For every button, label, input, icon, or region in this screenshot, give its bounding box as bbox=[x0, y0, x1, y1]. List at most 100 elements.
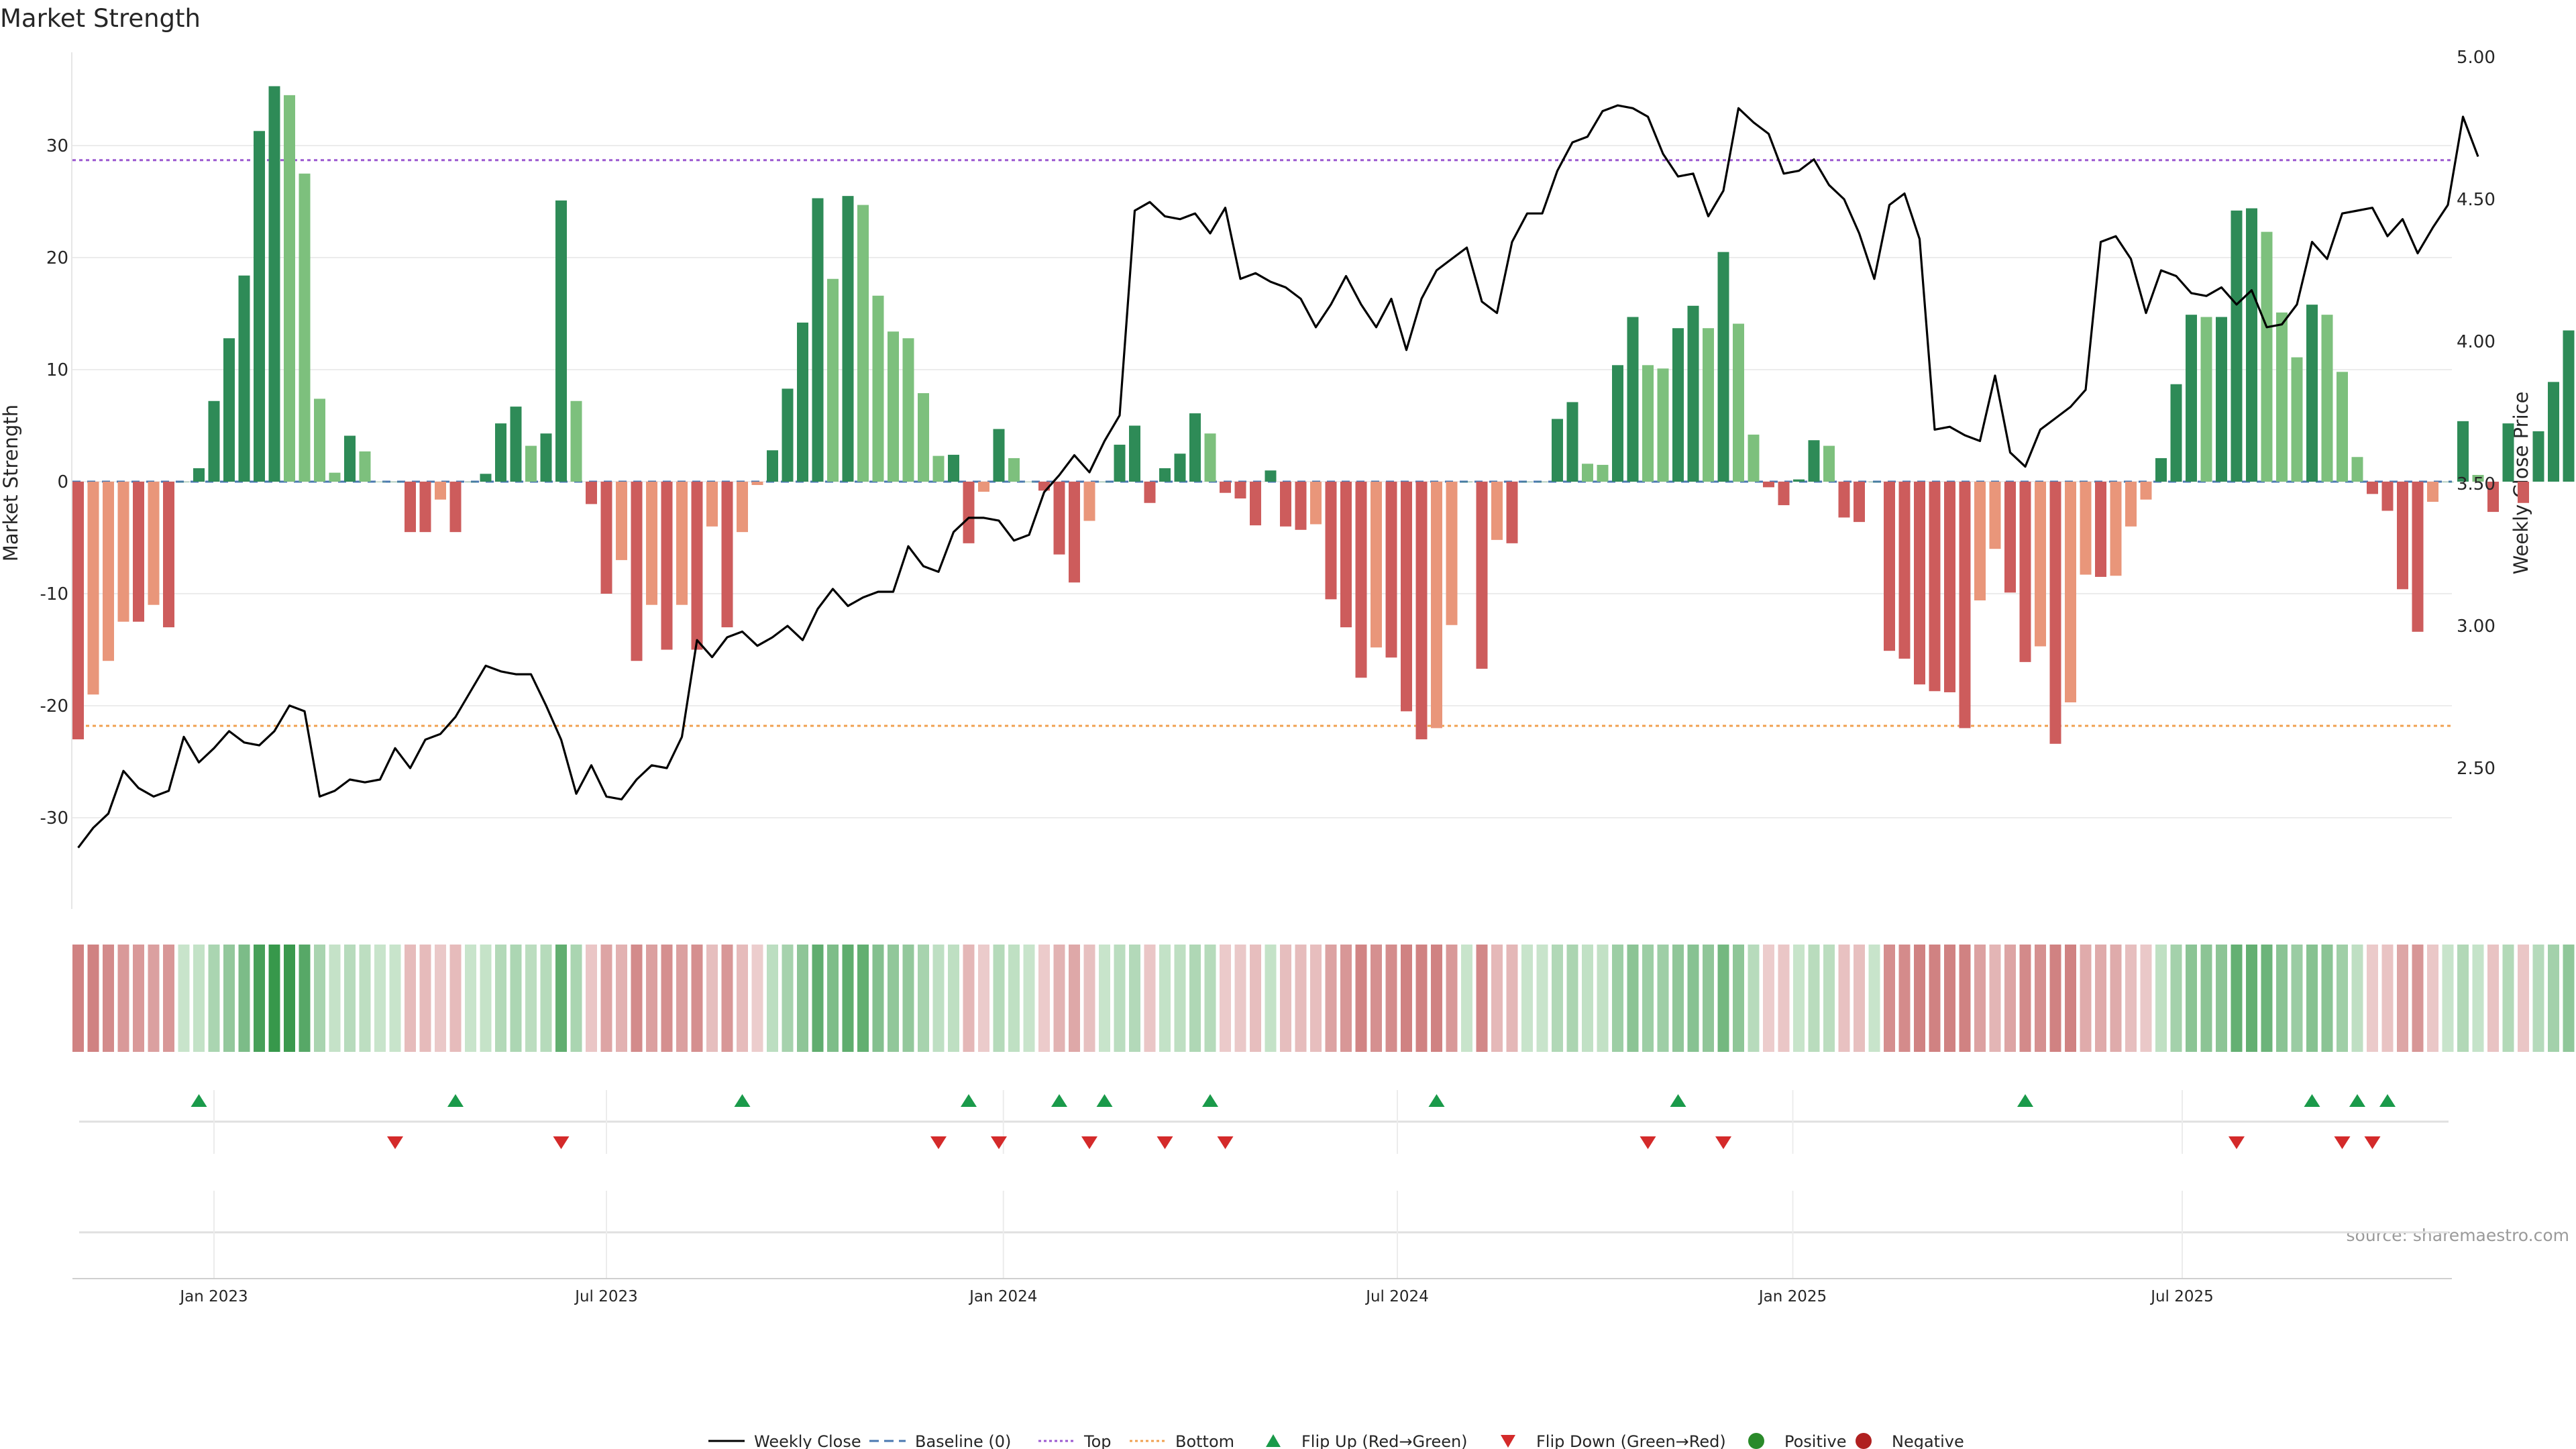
heat-cell bbox=[525, 945, 537, 1052]
heat-cell bbox=[1929, 945, 1941, 1052]
strength-bar bbox=[1657, 368, 1669, 482]
strength-bar bbox=[1053, 482, 1065, 555]
strength-bar bbox=[1597, 464, 1609, 482]
heat-cell bbox=[1566, 945, 1578, 1052]
strength-bar bbox=[2231, 210, 2243, 482]
heat-cell bbox=[1234, 945, 1246, 1052]
strength-bar bbox=[1763, 482, 1774, 488]
y-tick-label: -30 bbox=[40, 808, 68, 828]
strength-bar bbox=[2518, 482, 2529, 503]
strength-bar bbox=[2170, 384, 2182, 482]
heat-cell bbox=[540, 945, 552, 1052]
heat-cell bbox=[495, 945, 506, 1052]
heat-cell bbox=[1687, 945, 1699, 1052]
heat-cell bbox=[1717, 945, 1729, 1052]
strength-bar bbox=[2306, 305, 2318, 482]
strength-bar bbox=[254, 131, 265, 482]
strength-bar bbox=[1325, 482, 1337, 600]
heat-cell bbox=[2367, 945, 2378, 1052]
strength-bar bbox=[1295, 482, 1307, 530]
flip-up-marker bbox=[1428, 1094, 1445, 1107]
strength-bar bbox=[1491, 482, 1503, 540]
heat-cell bbox=[405, 945, 416, 1052]
y-axis-label: Market Strength bbox=[0, 405, 22, 561]
heat-cell bbox=[2065, 945, 2076, 1052]
heat-cell bbox=[254, 945, 265, 1052]
heat-cell bbox=[1989, 945, 2001, 1052]
heat-cell bbox=[797, 945, 808, 1052]
flip-markers-panel bbox=[72, 1090, 2452, 1279]
strength-bar bbox=[2125, 482, 2137, 527]
heat-cell bbox=[1355, 945, 1367, 1052]
heat-cell bbox=[767, 945, 778, 1052]
heat-cell bbox=[1672, 945, 1684, 1052]
flip-up-marker bbox=[2304, 1094, 2320, 1107]
strength-bar bbox=[872, 295, 884, 482]
heat-cell bbox=[721, 945, 733, 1052]
heat-cell bbox=[1491, 945, 1503, 1052]
heat-cell bbox=[117, 945, 129, 1052]
strength-bar bbox=[1415, 482, 1428, 740]
flip-up-marker bbox=[734, 1094, 751, 1107]
heat-cell bbox=[993, 945, 1005, 1052]
flip-down-marker bbox=[1217, 1136, 1234, 1149]
flip-up-marker bbox=[1202, 1094, 1218, 1107]
heat-cell bbox=[344, 945, 356, 1052]
heat-cell bbox=[1703, 945, 1714, 1052]
strength-bar bbox=[193, 468, 205, 482]
heat-cell bbox=[2548, 945, 2559, 1052]
strength-bar bbox=[1793, 479, 1805, 482]
strength-bar bbox=[600, 482, 612, 594]
strength-bar bbox=[133, 482, 144, 622]
strength-bar bbox=[2276, 312, 2288, 482]
heat-cell bbox=[2306, 945, 2318, 1052]
strength-bar bbox=[1717, 252, 1729, 482]
heat-cell bbox=[1038, 945, 1050, 1052]
heat-cell bbox=[1099, 945, 1110, 1052]
strength-bar bbox=[480, 474, 492, 482]
heat-cell bbox=[2351, 945, 2363, 1052]
heat-cell bbox=[465, 945, 476, 1052]
flip-down-marker bbox=[1157, 1136, 1173, 1149]
strength-bar bbox=[918, 393, 929, 482]
strength-bar bbox=[1703, 328, 1714, 482]
legend-triangle-down-icon bbox=[1501, 1435, 1515, 1448]
heat-cell bbox=[978, 945, 989, 1052]
strength-bar bbox=[2216, 317, 2227, 482]
heat-cell bbox=[963, 945, 975, 1052]
heat-cell bbox=[2532, 945, 2544, 1052]
heat-cell bbox=[374, 945, 386, 1052]
heat-cell bbox=[2321, 945, 2333, 1052]
strength-bar bbox=[2457, 421, 2469, 482]
strength-bar bbox=[2291, 357, 2303, 482]
heat-cell bbox=[1914, 945, 1925, 1052]
strength-bar bbox=[419, 482, 431, 533]
strength-bar bbox=[299, 173, 311, 482]
heat-cell bbox=[480, 945, 492, 1052]
strength-bar bbox=[1974, 482, 1986, 601]
strength-bar bbox=[1884, 482, 1895, 651]
strength-bar bbox=[827, 278, 839, 482]
strength-bar bbox=[2246, 208, 2257, 482]
heat-cell bbox=[918, 945, 929, 1052]
heat-cell bbox=[2170, 945, 2182, 1052]
strength-bar bbox=[978, 482, 989, 492]
heat-cell bbox=[888, 945, 899, 1052]
axis-ticks: 30 20 10 0 -10 -20 -30 5.00 4.50 4.00 3.50 3.00 2.50… bbox=[40, 48, 2496, 1305]
heat-cell bbox=[2502, 945, 2514, 1052]
heat-cell bbox=[87, 945, 99, 1052]
heat-cell bbox=[2291, 945, 2303, 1052]
flip-down-marker bbox=[1081, 1136, 1097, 1149]
strength-bar bbox=[1944, 482, 1955, 692]
heat-cell bbox=[1944, 945, 1955, 1052]
strength-bar bbox=[2412, 482, 2424, 632]
strength-bar bbox=[751, 482, 763, 486]
strength-bar bbox=[1914, 482, 1925, 685]
heat-cell bbox=[1642, 945, 1654, 1052]
heat-cell bbox=[932, 945, 945, 1052]
x-tick-label: Jan 2023 bbox=[178, 1288, 248, 1305]
strength-bar bbox=[1642, 365, 1654, 482]
reference-lines bbox=[72, 159, 2452, 727]
weekly-close-line bbox=[77, 104, 2479, 849]
heat-cell bbox=[1385, 945, 1397, 1052]
